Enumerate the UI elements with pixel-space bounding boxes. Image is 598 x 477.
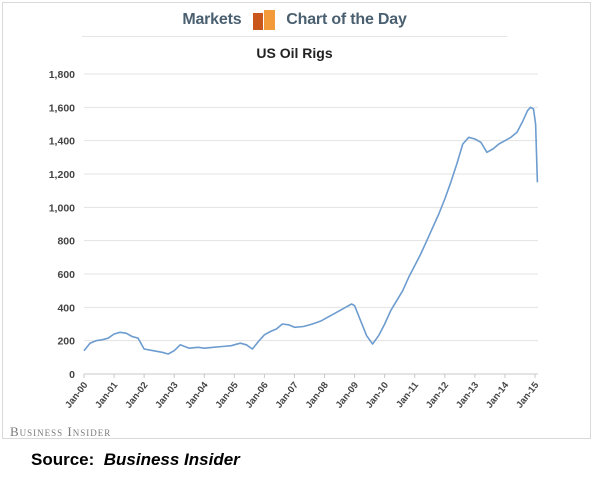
x-tick-label: Jan-11	[394, 380, 421, 411]
y-tick-label: 1,800	[49, 69, 75, 81]
x-tick-label: Jan-06	[244, 380, 271, 410]
header-divider	[82, 36, 507, 37]
y-tick-label: 800	[57, 236, 75, 248]
x-tick-label: Jan-09	[334, 380, 361, 410]
source-note: Source: Business Insider	[31, 450, 240, 470]
x-tick-label: Jan-03	[153, 380, 180, 410]
x-tick-label: Jan-07	[274, 380, 301, 410]
header-chart-of-day-label: Chart of the Day	[286, 11, 407, 28]
source-prefix: Source:	[31, 450, 95, 469]
x-tick-label: Jan-02	[123, 380, 150, 410]
x-tick-label: Jan-10	[364, 380, 391, 410]
series-line	[83, 106, 539, 355]
bar-chart-icon-light-bar	[263, 10, 275, 30]
x-tick-label: Jan-00	[63, 380, 90, 410]
x-tick-label: Jan-04	[183, 380, 211, 411]
chart-title: US Oil Rigs	[256, 45, 333, 61]
bar-chart-icon-dark-bar	[252, 13, 263, 30]
y-tick-label: 1,200	[49, 169, 75, 181]
y-tick-label: 1,400	[49, 136, 75, 148]
source-name: Business Insider	[103, 450, 240, 469]
y-tick-label: 200	[57, 336, 75, 348]
x-tick-label: Jan-01	[93, 380, 121, 411]
chart-frame	[2, 2, 591, 439]
x-tick-label: Jan-12	[424, 380, 451, 410]
y-tick-label: 600	[57, 269, 75, 281]
x-tick-label: Jan-13	[454, 380, 481, 410]
bar-chart-icon	[252, 10, 275, 30]
y-tick-label: 0	[69, 369, 75, 381]
x-tick-label: Jan-15	[514, 380, 542, 411]
x-tick-label: Jan-08	[304, 380, 331, 410]
y-tick-label: 400	[57, 302, 75, 314]
x-tick-label: Jan-05	[213, 380, 241, 411]
brand-logo-text: Business Insider	[10, 424, 112, 439]
y-tick-label: 1,600	[49, 102, 75, 114]
chart-header: Markets Chart of the Day	[0, 10, 589, 34]
x-tick-label: Jan-14	[484, 380, 512, 411]
header-markets-label: Markets	[182, 11, 242, 28]
y-tick-label: 1,000	[49, 202, 75, 214]
